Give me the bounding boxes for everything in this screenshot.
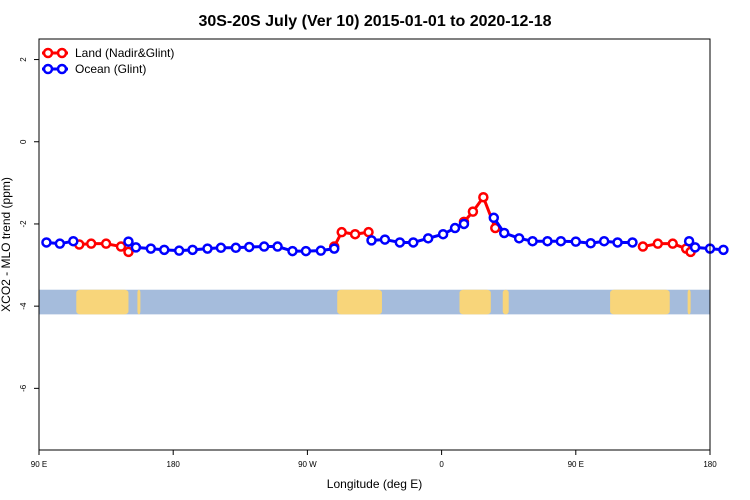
series-1-point bbox=[437, 228, 449, 240]
y-axis: 2 0 -2 -4 -6 bbox=[19, 57, 39, 392]
series-1-point bbox=[527, 235, 538, 247]
series-1-point bbox=[394, 237, 406, 248]
series-0-point bbox=[467, 206, 479, 217]
series-0-point bbox=[349, 228, 361, 240]
series-1-point bbox=[488, 212, 500, 224]
y-tick-label: -4 bbox=[19, 302, 28, 310]
legend-marker bbox=[42, 63, 54, 75]
series-0-point bbox=[123, 246, 134, 258]
series-1-point bbox=[130, 242, 142, 253]
series-1-point bbox=[173, 245, 185, 256]
series-1-point bbox=[570, 236, 582, 247]
land-mass-0 bbox=[76, 289, 129, 315]
land-mass-5 bbox=[610, 289, 670, 315]
series-1-point bbox=[300, 245, 312, 257]
series-1-point bbox=[555, 235, 567, 247]
series-1-point bbox=[449, 222, 461, 234]
series-layer bbox=[41, 191, 729, 258]
series-1-point bbox=[379, 234, 391, 245]
series-1-point bbox=[689, 242, 701, 253]
y-tick-label: -6 bbox=[19, 384, 28, 392]
series-0-point bbox=[478, 191, 489, 203]
series-0-point bbox=[667, 238, 678, 249]
series-0-line-4 bbox=[642, 242, 687, 251]
land-mass-4 bbox=[502, 289, 509, 315]
series-0-line-3 bbox=[462, 195, 497, 229]
land-ocean-strip bbox=[39, 289, 710, 315]
y-tick-label: -2 bbox=[19, 220, 28, 228]
series-1-point bbox=[243, 241, 255, 253]
series-1-point bbox=[408, 237, 419, 248]
series-1-point bbox=[54, 238, 66, 249]
series-0-point bbox=[85, 238, 97, 249]
legend-label: Land (Nadir&Glint) bbox=[75, 46, 174, 60]
series-0-point bbox=[652, 238, 664, 249]
series-1-point bbox=[422, 233, 434, 244]
series-1-point bbox=[542, 235, 553, 247]
x-tick-label: 90 E bbox=[568, 460, 584, 469]
x-tick-label: 180 bbox=[703, 460, 717, 469]
x-tick-label: 0 bbox=[439, 460, 444, 469]
x-tick-label: 180 bbox=[167, 460, 181, 469]
legend-label: Ocean (Glint) bbox=[75, 62, 146, 76]
series-1-point bbox=[215, 242, 227, 254]
series-1-point bbox=[159, 244, 170, 256]
series-1-point bbox=[683, 235, 695, 247]
series-1-point bbox=[187, 244, 198, 256]
series-1-point bbox=[328, 243, 340, 254]
chart-title: 30S-20S July (Ver 10) 2015-01-01 to 2020… bbox=[198, 13, 551, 30]
series-1-point bbox=[612, 237, 623, 248]
x-tick-label: 90 W bbox=[298, 460, 317, 469]
legend-marker bbox=[42, 47, 54, 59]
series-1-point bbox=[585, 238, 596, 249]
legend-marker bbox=[56, 63, 68, 75]
y-tick-label: 0 bbox=[19, 139, 28, 144]
series-1-point bbox=[230, 242, 242, 254]
series-1-point bbox=[627, 237, 638, 248]
series-1-point bbox=[258, 241, 270, 252]
land-mass-2 bbox=[337, 289, 382, 315]
series-1-point bbox=[287, 245, 298, 257]
series-1-point bbox=[202, 243, 213, 254]
series-1-point bbox=[718, 244, 729, 256]
series-1-point bbox=[513, 233, 525, 244]
x-axis-label: Longitude (deg E) bbox=[327, 477, 422, 491]
series-0-line-0 bbox=[79, 242, 122, 249]
series-1-point bbox=[68, 235, 79, 247]
series-0-point bbox=[336, 226, 347, 238]
series-0-point bbox=[363, 226, 374, 238]
series-1-point bbox=[315, 245, 327, 256]
series-0-line-2 bbox=[332, 230, 369, 248]
legend: Land (Nadir&Glint) Ocean (Glint) bbox=[42, 46, 174, 76]
plot-frame bbox=[38, 38, 711, 451]
land-mass-6 bbox=[687, 289, 691, 315]
series-0-point bbox=[637, 241, 649, 252]
series-1-point bbox=[145, 243, 157, 254]
series-1-point bbox=[366, 235, 377, 246]
land-mass-3 bbox=[459, 289, 491, 315]
land-mass-1 bbox=[137, 289, 141, 315]
series-1-point bbox=[458, 218, 470, 230]
x-axis: 90 E 180 90 W 0 90 E 180 bbox=[31, 450, 717, 469]
series-1-line-1 bbox=[127, 240, 335, 253]
series-1-point bbox=[41, 237, 52, 248]
y-tick-label: 2 bbox=[19, 57, 28, 62]
series-1-point bbox=[272, 241, 283, 252]
y-axis-label: XCO2 - MLO trend (ppm) bbox=[0, 177, 13, 312]
series-1-point bbox=[498, 227, 510, 239]
legend-marker bbox=[56, 47, 68, 59]
series-0-point bbox=[115, 241, 127, 252]
series-0-point bbox=[100, 238, 112, 249]
series-1-point bbox=[598, 235, 610, 247]
x-tick-label: 90 E bbox=[31, 460, 47, 469]
series-1-point bbox=[123, 236, 134, 247]
